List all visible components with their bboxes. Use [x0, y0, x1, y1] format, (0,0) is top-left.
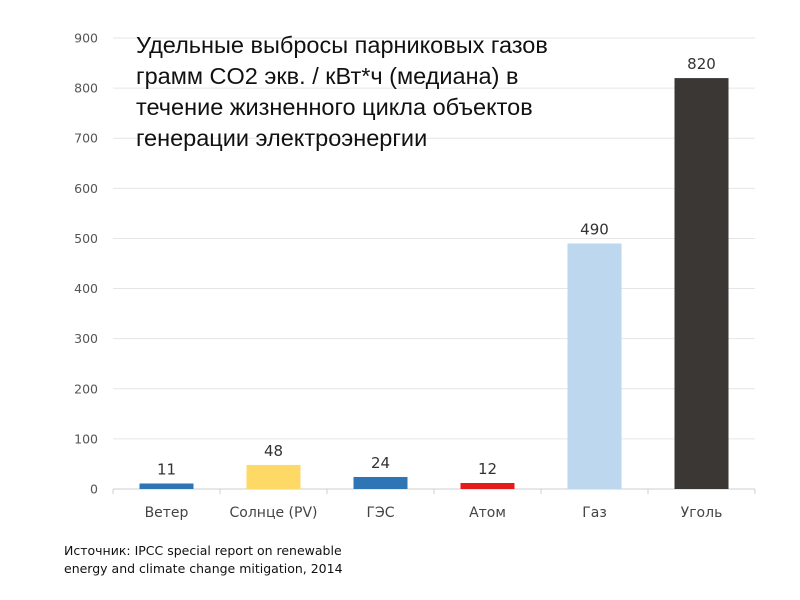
data-label: 24: [371, 454, 390, 472]
y-tick-label: 500: [74, 231, 98, 246]
bar-2: [353, 476, 408, 489]
bar-3: [460, 482, 515, 489]
source-line: Источник: IPCC special report on renewab…: [64, 543, 342, 558]
y-tick-label: 400: [74, 281, 98, 296]
chart-title: Удельные выбросы парниковых газов грамм …: [136, 30, 556, 154]
source-line: energy and climate change mitigation, 20…: [64, 561, 343, 576]
x-tick-label: Уголь: [681, 505, 723, 521]
y-tick-label: 300: [74, 331, 98, 346]
data-label: 12: [478, 460, 497, 478]
data-label: 490: [580, 220, 609, 238]
data-label: 11: [157, 460, 176, 478]
x-tick-label: Солнце (PV): [230, 505, 318, 521]
x-tick-label: Ветер: [145, 505, 189, 521]
x-tick-label: ГЭС: [366, 505, 394, 521]
chart-title-line: грамм CO2 экв. / кВт*ч (медиана) в: [136, 63, 519, 89]
bar-5: [674, 78, 729, 489]
chart-title-line: генерации электроэнергии: [136, 125, 428, 151]
y-tick-label: 700: [74, 131, 98, 146]
y-tick-label: 200: [74, 381, 98, 396]
y-tick-label: 600: [74, 181, 98, 196]
y-tick-label: 100: [74, 431, 98, 446]
bar-0: [139, 483, 194, 489]
y-tick-label: 800: [74, 81, 98, 96]
y-tick-label: 900: [74, 31, 98, 46]
bar-1: [246, 464, 301, 489]
x-tick-label: Атом: [469, 505, 506, 521]
data-label: 820: [687, 55, 716, 73]
chart-title-line: течение жизненного цикла объектов: [136, 94, 533, 120]
y-tick-label: 0: [90, 482, 98, 497]
data-label: 48: [264, 442, 283, 460]
x-tick-label: Газ: [582, 505, 607, 521]
chart-title-line: Удельные выбросы парниковых газов: [136, 32, 548, 58]
source-note: Источник: IPCC special report on renewab…: [64, 542, 343, 578]
bar-4: [567, 243, 622, 489]
